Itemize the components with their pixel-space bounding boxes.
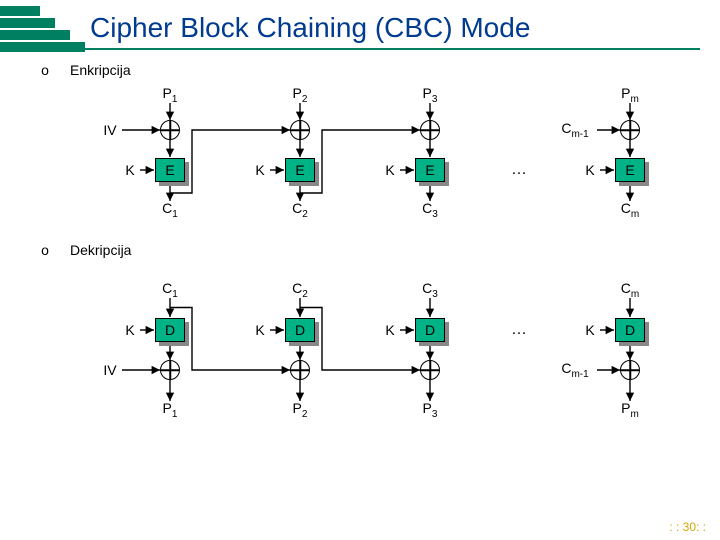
enc-dots: … <box>511 161 529 179</box>
dec-P-m: Pm <box>621 400 639 420</box>
enc-P-3: P3 <box>423 85 438 105</box>
page-number: : : 30: : <box>669 520 706 534</box>
wires-svg <box>0 0 720 540</box>
section-dec-label: Dekripcija <box>70 242 131 258</box>
enc-K-3: K <box>585 162 594 178</box>
dec-xor-3 <box>620 360 640 380</box>
bullet-dec: o <box>41 242 49 258</box>
enc-E-box-3: E <box>615 158 645 182</box>
dec-Cm1: Cm-1 <box>561 360 588 380</box>
dec-D-box-0: D <box>155 318 185 342</box>
dec-K-2: K <box>385 322 394 338</box>
enc-K-0: K <box>125 162 134 178</box>
dec-P-3: P3 <box>423 400 438 420</box>
enc-xor-1 <box>290 120 310 140</box>
enc-P-1: P1 <box>163 85 178 105</box>
dec-C-3: C3 <box>422 280 438 300</box>
page-title: Cipher Block Chaining (CBC) Mode <box>90 12 530 43</box>
dec-xor-1 <box>290 360 310 380</box>
dec-C-2: C2 <box>292 280 308 300</box>
enc-C-3: C3 <box>422 200 438 220</box>
dec-D-box-3: D <box>615 318 645 342</box>
title-bar: Cipher Block Chaining (CBC) Mode <box>50 6 700 50</box>
dec-D-box-2: D <box>415 318 445 342</box>
enc-Cm1: Cm-1 <box>561 120 588 140</box>
dec-dots: … <box>511 321 529 339</box>
enc-xor-0 <box>160 120 180 140</box>
dec-C-m: Cm <box>621 280 639 300</box>
enc-P-2: P2 <box>293 85 308 105</box>
enc-E-box-0: E <box>155 158 185 182</box>
enc-C-m: Cm <box>621 200 639 220</box>
enc-K-2: K <box>385 162 394 178</box>
dec-D-box-1: D <box>285 318 315 342</box>
dec-xor-2 <box>420 360 440 380</box>
dec-K-1: K <box>255 322 264 338</box>
dec-C-1: C1 <box>162 280 178 300</box>
enc-xor-3 <box>620 120 640 140</box>
enc-P-m: Pm <box>621 85 639 105</box>
dec-P-1: P1 <box>163 400 178 420</box>
dec-xor-0 <box>160 360 180 380</box>
dec-IV: IV <box>103 362 116 378</box>
dec-P-2: P2 <box>293 400 308 420</box>
enc-C-1: C1 <box>162 200 178 220</box>
enc-E-box-1: E <box>285 158 315 182</box>
bullet-enc: o <box>41 62 49 78</box>
enc-xor-2 <box>420 120 440 140</box>
enc-IV: IV <box>103 122 116 138</box>
enc-C-2: C2 <box>292 200 308 220</box>
enc-E-box-2: E <box>415 158 445 182</box>
dec-K-0: K <box>125 322 134 338</box>
section-enc-label: Enkripcija <box>70 62 131 78</box>
enc-K-1: K <box>255 162 264 178</box>
dec-K-3: K <box>585 322 594 338</box>
